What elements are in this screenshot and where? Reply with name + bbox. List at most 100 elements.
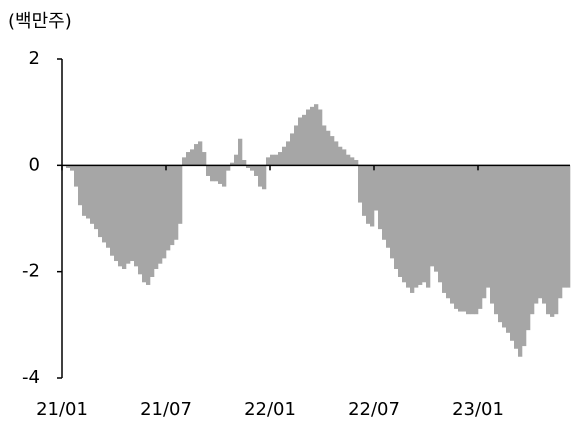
x-tick-label: 21/07 xyxy=(140,399,192,420)
bar xyxy=(126,165,131,264)
bar xyxy=(74,165,79,187)
bar xyxy=(234,154,239,166)
bar xyxy=(530,165,535,315)
bar xyxy=(98,165,103,238)
bar xyxy=(258,165,263,187)
bar xyxy=(394,165,399,270)
bar xyxy=(342,149,347,166)
bar xyxy=(302,114,307,166)
bar xyxy=(366,165,371,224)
bar xyxy=(374,165,379,211)
bar xyxy=(298,117,303,166)
bar xyxy=(310,106,315,166)
x-tick-label: 21/01 xyxy=(36,399,88,420)
bar xyxy=(438,165,443,283)
bar xyxy=(474,165,479,315)
bar xyxy=(290,133,295,166)
bar xyxy=(390,165,395,259)
bar xyxy=(282,146,287,166)
bar xyxy=(398,165,403,277)
bar xyxy=(70,165,75,171)
bar xyxy=(358,165,363,203)
bar xyxy=(278,152,283,166)
bar xyxy=(522,165,527,347)
bar xyxy=(450,165,455,304)
bar xyxy=(322,125,327,166)
bar xyxy=(178,165,183,224)
bar xyxy=(142,165,147,283)
bar xyxy=(106,165,111,248)
bar xyxy=(66,165,71,168)
bar xyxy=(162,165,167,259)
bar xyxy=(210,165,215,182)
bar xyxy=(246,165,251,168)
bar xyxy=(458,165,463,312)
bar xyxy=(502,165,507,328)
bar xyxy=(242,160,247,166)
bar xyxy=(542,165,547,304)
bar xyxy=(426,165,431,288)
bar xyxy=(470,165,475,315)
bar xyxy=(78,165,83,206)
bar xyxy=(94,165,99,230)
bar xyxy=(266,157,271,166)
bar xyxy=(230,162,235,166)
bar xyxy=(434,165,439,272)
bar xyxy=(138,165,143,275)
bar xyxy=(486,165,491,288)
bar xyxy=(194,144,199,166)
bar xyxy=(422,165,427,283)
bar xyxy=(218,165,223,184)
bar xyxy=(562,165,567,288)
bar xyxy=(446,165,451,299)
y-tick-label: -4 xyxy=(22,367,40,388)
x-tick-label: 23/01 xyxy=(452,399,504,420)
bar xyxy=(222,165,227,187)
bar xyxy=(418,165,423,285)
bar xyxy=(274,154,279,166)
bar xyxy=(406,165,411,288)
bar xyxy=(382,165,387,240)
bar xyxy=(198,141,203,166)
bar xyxy=(546,165,551,315)
bar xyxy=(402,165,407,283)
bar xyxy=(186,152,191,166)
bar xyxy=(130,165,135,262)
bar xyxy=(318,109,323,166)
bar xyxy=(454,165,459,309)
bar xyxy=(462,165,467,312)
bar xyxy=(314,104,319,166)
bar xyxy=(326,130,331,166)
y-tick-label: 0 xyxy=(29,154,40,175)
bar xyxy=(538,165,543,299)
bar xyxy=(430,165,435,267)
bar xyxy=(354,160,359,166)
bar xyxy=(466,165,471,315)
bar xyxy=(482,165,487,299)
bar xyxy=(118,165,123,267)
x-tick-label: 22/07 xyxy=(348,399,400,420)
bar xyxy=(370,165,375,227)
bar xyxy=(286,141,291,166)
bar xyxy=(102,165,107,243)
bar xyxy=(206,165,211,176)
bar xyxy=(330,136,335,166)
bar xyxy=(122,165,127,270)
bar xyxy=(350,157,355,166)
bar xyxy=(270,154,275,166)
bar xyxy=(250,165,255,171)
bar xyxy=(514,165,519,349)
bar xyxy=(346,154,351,166)
bar xyxy=(498,165,503,323)
bar xyxy=(518,165,523,357)
bar xyxy=(410,165,415,293)
y-tick-label: -2 xyxy=(22,261,40,282)
bar xyxy=(86,165,91,219)
bar xyxy=(82,165,87,216)
bar xyxy=(134,165,139,267)
bar xyxy=(526,165,531,331)
bar xyxy=(558,165,563,299)
bar xyxy=(150,165,155,277)
bar xyxy=(386,165,391,248)
bar xyxy=(238,138,243,166)
